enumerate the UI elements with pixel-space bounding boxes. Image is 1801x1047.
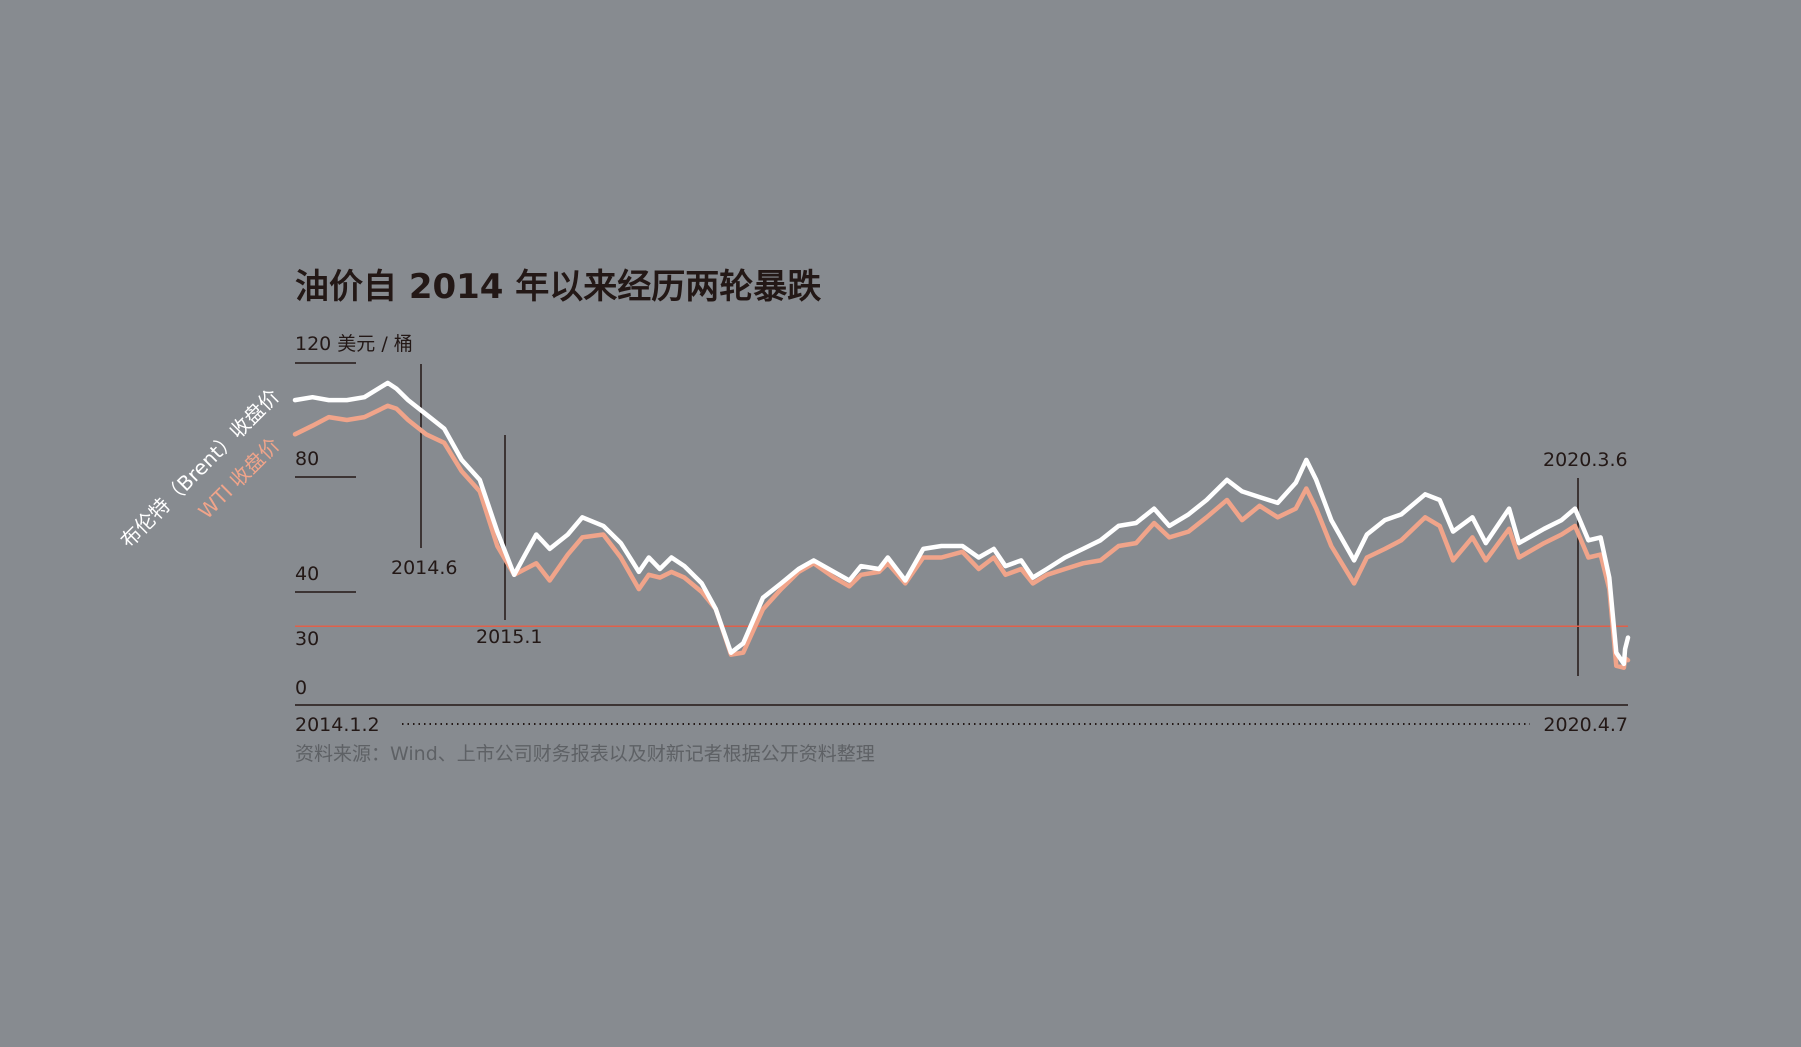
series-line-wti	[292, 403, 1631, 670]
annotation-label-2015-1: 2015.1	[476, 626, 542, 648]
chart-title: 油价自 2014 年以来经历两轮暴跌	[295, 267, 821, 307]
source-note: 资料来源：Wind、上市公司财务报表以及财新记者根据公开资料整理	[295, 743, 875, 765]
x-end-label: 2020.4.7	[1543, 714, 1628, 736]
annotation-label-2020-3-6: 2020.3.6	[1543, 449, 1628, 471]
series-layer	[292, 380, 1631, 670]
y-unit-label: 120 美元 / 桶	[295, 333, 413, 355]
x-start-label: 2014.1.2	[295, 714, 380, 736]
y-tick-label-0: 0	[295, 677, 307, 699]
series-line-brent	[292, 380, 1631, 667]
y-tick-label-80: 80	[295, 448, 319, 470]
annotation-label-2014-6: 2014.6	[391, 557, 457, 579]
y-tick-label-30: 30	[295, 628, 319, 650]
y-tick-label-40: 40	[295, 563, 319, 585]
